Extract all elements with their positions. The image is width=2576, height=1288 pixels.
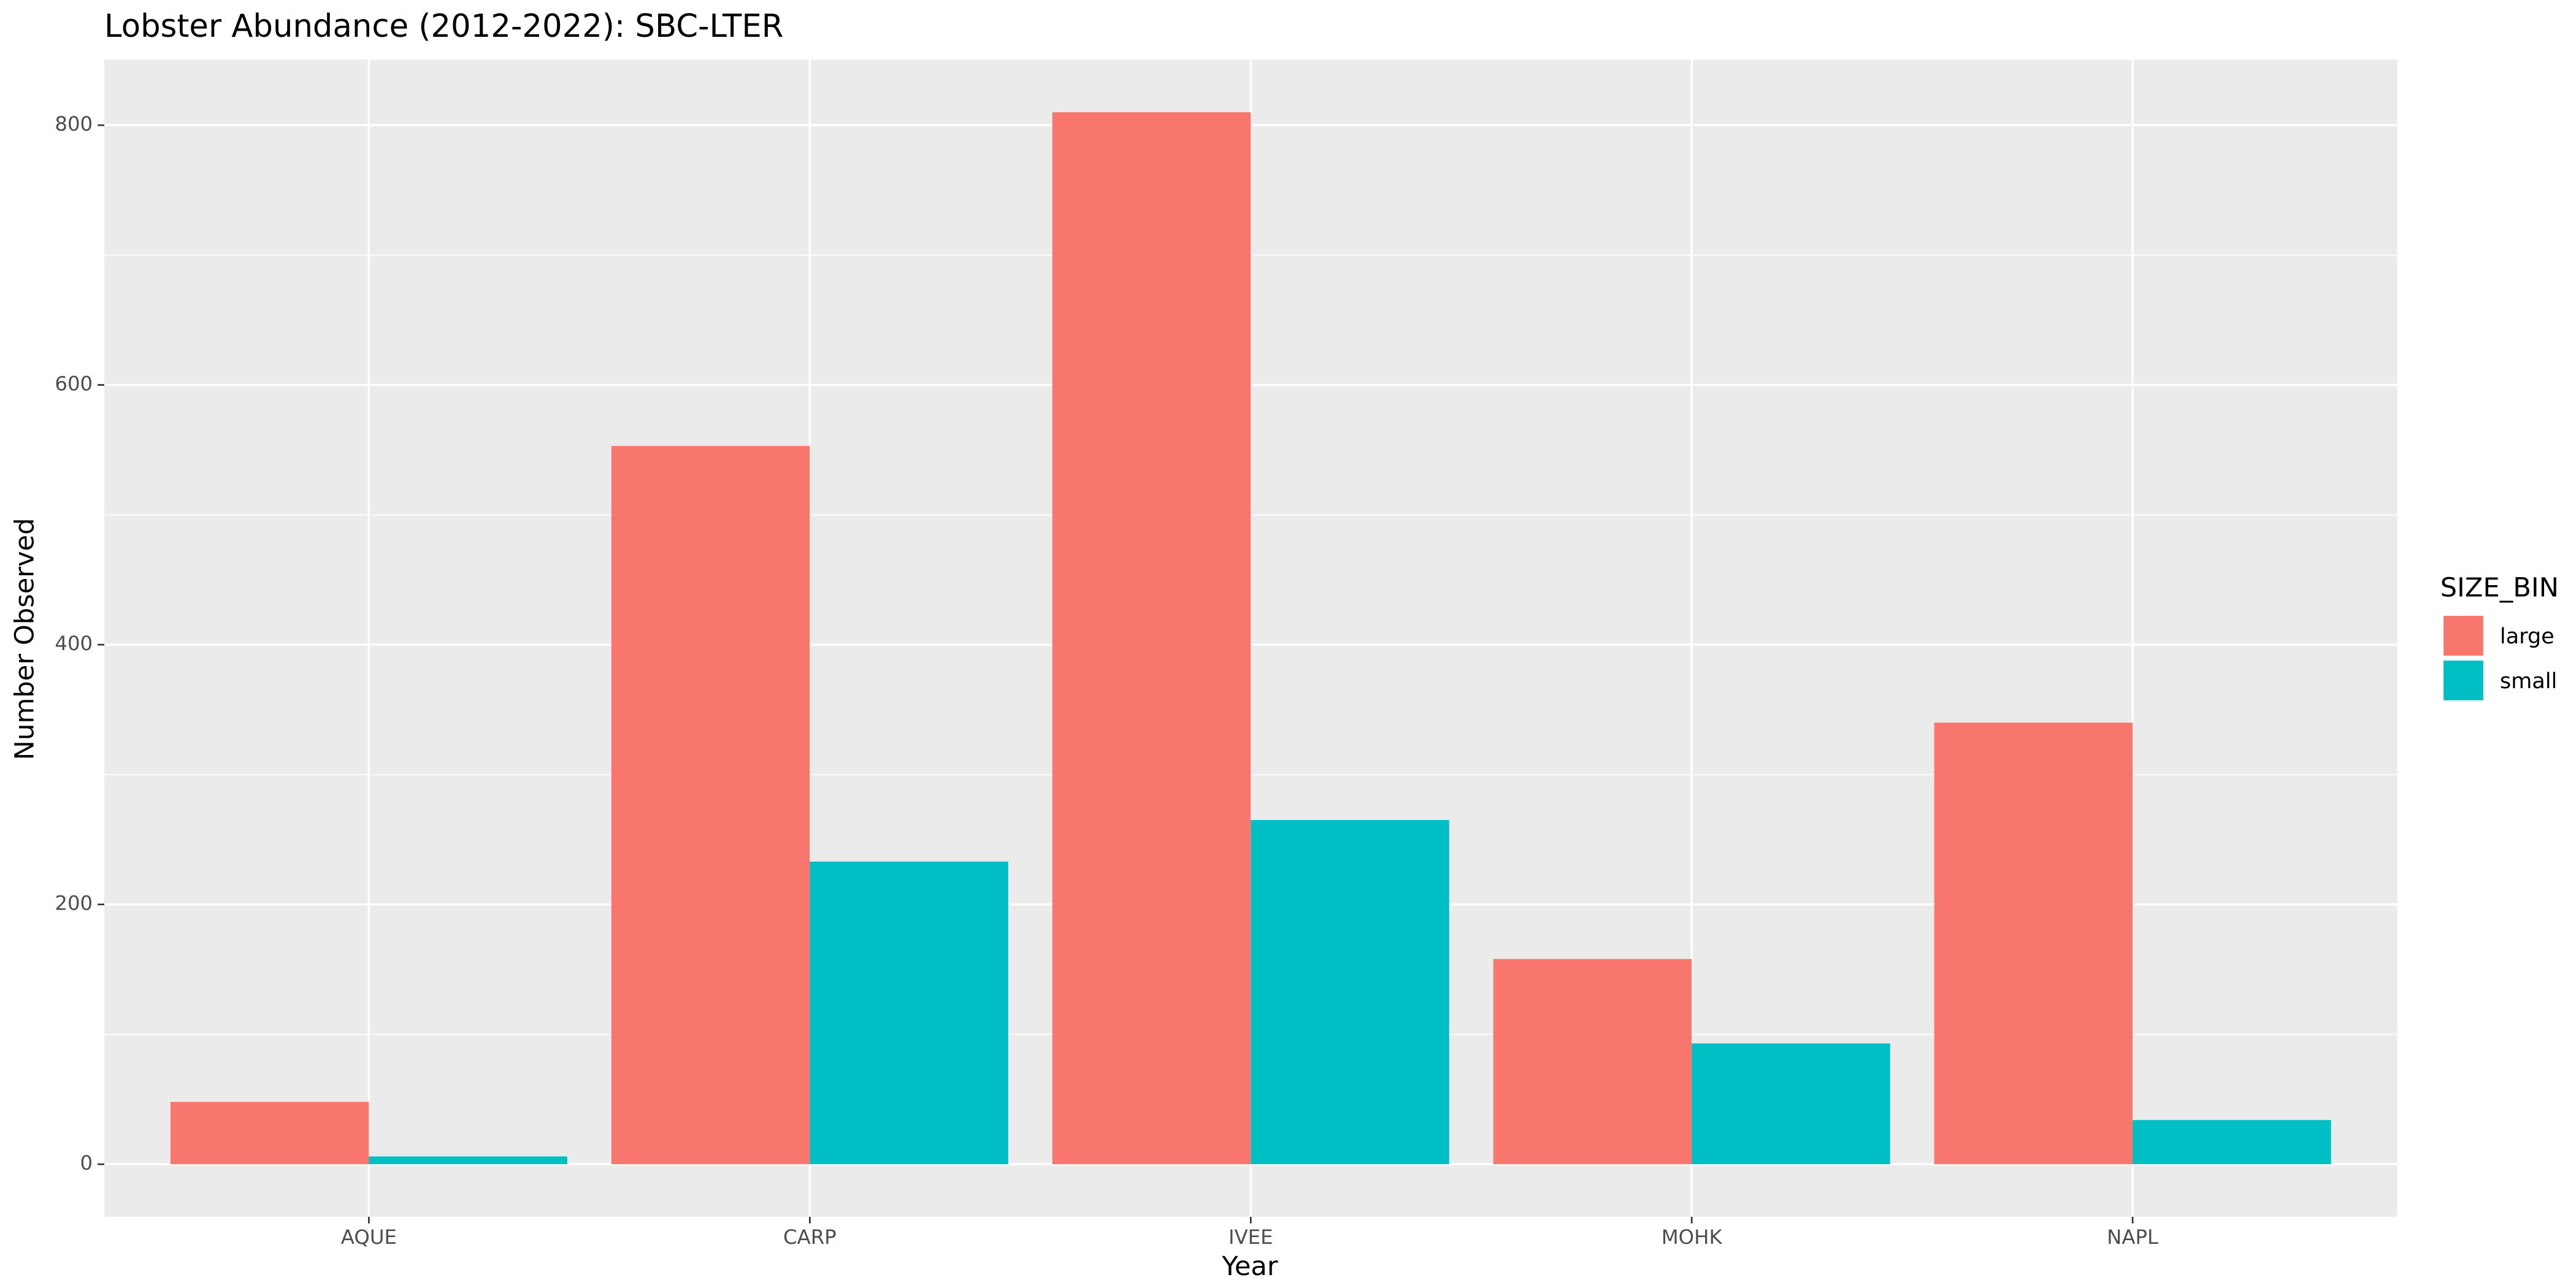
bar — [1934, 723, 2133, 1165]
bar — [810, 861, 1008, 1165]
legend-label: large — [2500, 624, 2555, 649]
x-tick-label: IVEE — [1229, 1225, 1273, 1249]
y-tick-label: 600 — [55, 372, 93, 396]
bar — [170, 1102, 369, 1165]
x-tick-label: AQUE — [341, 1225, 397, 1249]
x-tick-label: CARP — [783, 1225, 837, 1249]
legend-title: SIZE_BIN — [2440, 572, 2559, 603]
y-tick-label: 200 — [55, 892, 93, 915]
bar — [2133, 1120, 2331, 1165]
legend-label: small — [2500, 669, 2557, 694]
legend-key — [2444, 616, 2483, 656]
x-tick-label: NAPL — [2107, 1225, 2158, 1249]
y-tick-label: 800 — [55, 112, 93, 136]
x-tick-label: MOHK — [1662, 1225, 1723, 1249]
legend-key — [2444, 660, 2483, 700]
y-axis-title: Number Observed — [10, 518, 40, 760]
chart-title: Lobster Abundance (2012-2022): SBC-LTER — [104, 8, 783, 45]
bar — [1052, 112, 1251, 1165]
y-tick-label: 400 — [55, 632, 93, 655]
bar — [1251, 820, 1449, 1165]
x-axis-title: Year — [1221, 1251, 1278, 1282]
bar — [1692, 1043, 1890, 1165]
bar — [1493, 959, 1692, 1165]
bar — [611, 446, 810, 1165]
y-tick-label: 0 — [80, 1151, 93, 1175]
bar — [369, 1156, 567, 1165]
